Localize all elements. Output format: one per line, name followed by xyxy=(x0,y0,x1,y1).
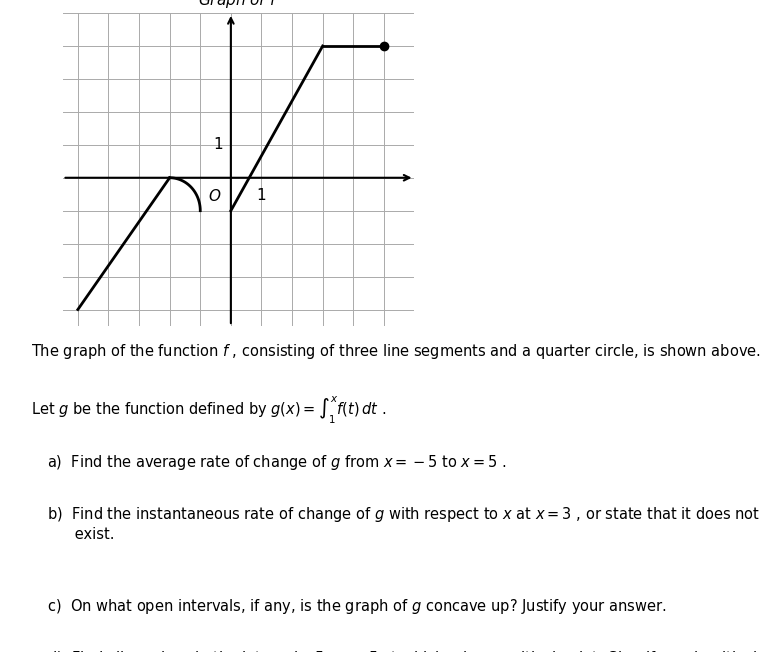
Text: 1: 1 xyxy=(256,188,267,203)
Text: b)  Find the instantaneous rate of change of $g$ with respect to $x$ at $x = 3$ : b) Find the instantaneous rate of change… xyxy=(47,505,760,542)
Text: The graph of the function $f$ , consisting of three line segments and a quarter : The graph of the function $f$ , consisti… xyxy=(31,342,761,361)
Text: d)  Find all $x$-values in the interval $-5 < x < 5$ at which $g$ has a critical: d) Find all $x$-values in the interval $… xyxy=(47,649,757,652)
Text: Let $g$ be the function defined by $g(x) = \int_{1}^{x} f(t)\,dt$ .: Let $g$ be the function defined by $g(x)… xyxy=(31,394,386,426)
Text: $O$: $O$ xyxy=(208,188,221,203)
Text: a)  Find the average rate of change of $g$ from $x = -5$ to $x=5$ .: a) Find the average rate of change of $g… xyxy=(47,453,507,472)
Title: Graph of $f$: Graph of $f$ xyxy=(199,0,278,10)
Text: 1: 1 xyxy=(213,138,223,153)
Text: c)  On what open intervals, if any, is the graph of $g$ concave up? Justify your: c) On what open intervals, if any, is th… xyxy=(47,597,666,615)
